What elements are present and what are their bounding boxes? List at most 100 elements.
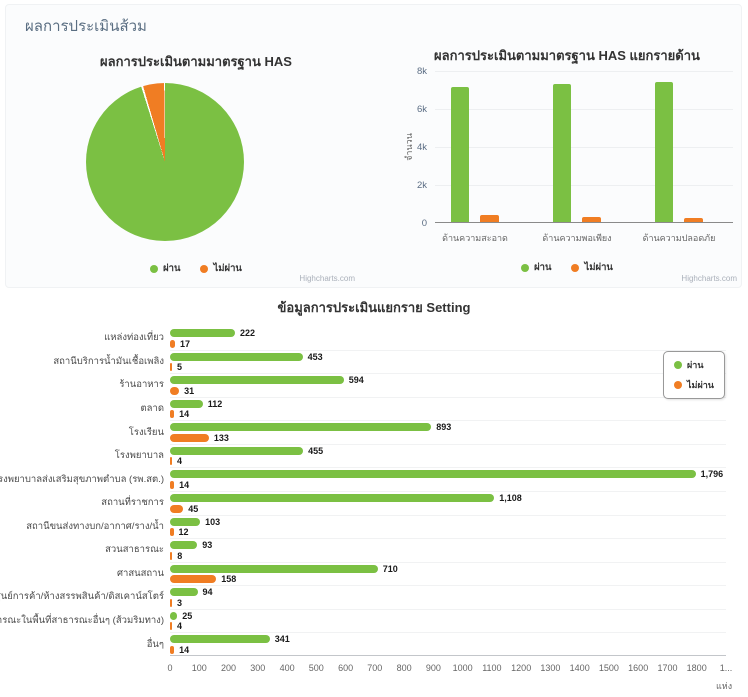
bar-pass[interactable] xyxy=(170,564,378,573)
bar-pass[interactable] xyxy=(170,352,303,361)
x-axis-category-label: ด้านความปลอดภัย xyxy=(642,233,716,243)
pie-chart: ผลการประเมินตามมาตรฐาน HAS ผ่าน ไม่ผ่าน H… xyxy=(31,39,361,285)
setting-legend: ผ่านไม่ผ่าน xyxy=(663,351,725,399)
bar-fail[interactable] xyxy=(170,551,173,560)
category-label: ร้านอาหาร xyxy=(119,379,164,391)
gridline xyxy=(170,396,726,398)
column-bar-pass[interactable] xyxy=(553,84,571,222)
column-bar-pass[interactable] xyxy=(655,82,673,222)
bar-pass[interactable] xyxy=(170,376,344,385)
bar-fail[interactable] xyxy=(170,480,175,489)
gridline xyxy=(170,443,726,445)
x-axis-unit-label: แห่ง xyxy=(716,681,733,691)
bar-fail[interactable] xyxy=(170,339,175,348)
highcharts-credit[interactable]: Highcharts.com xyxy=(681,274,737,283)
category-label: ตลาด xyxy=(140,402,165,414)
bar-fail[interactable] xyxy=(170,433,209,442)
bar-value-label: 222 xyxy=(240,328,256,338)
bar-fail[interactable] xyxy=(170,504,184,513)
gridline xyxy=(170,373,726,375)
category-label: สถานที่ราชการ xyxy=(101,497,164,509)
legend-item-pass[interactable]: ผ่าน xyxy=(674,358,714,372)
bar-fail[interactable] xyxy=(170,386,180,395)
bar-pass[interactable] xyxy=(170,611,178,620)
bar-fail[interactable] xyxy=(170,575,217,584)
bar-value-label: 14 xyxy=(179,479,190,490)
bar-fail[interactable] xyxy=(170,528,174,537)
legend-marker-fail-icon xyxy=(200,264,209,273)
column-plot-area: จำนวน 8k 6k 4k 2k 0 ด้านความสะอาด ด้านความพอเพ… xyxy=(404,66,733,243)
bar-pass[interactable] xyxy=(170,423,432,432)
column-legend: ผ่าน ไม่ผ่าน xyxy=(391,260,743,275)
bar-pass[interactable] xyxy=(170,329,235,337)
legend-marker-fail-icon xyxy=(571,263,580,272)
bar-value-label: 45 xyxy=(188,503,199,514)
bar-fail[interactable] xyxy=(170,363,172,372)
bar-value-label: 94 xyxy=(202,587,213,598)
bar-pass[interactable] xyxy=(170,494,495,502)
pie[interactable] xyxy=(86,83,244,241)
bar-value-label: 710 xyxy=(382,563,398,574)
legend-item-fail[interactable]: ไม่ผ่าน xyxy=(571,260,613,275)
gridline xyxy=(435,71,733,72)
category-label: ศูนย์การค้า/ห้างสรรพสินค้า/ดิสเคาน์สโตร์ xyxy=(0,591,164,603)
y-axis-tick-label: 0 xyxy=(421,218,427,229)
bar-fail[interactable] xyxy=(170,622,172,631)
bar-value-label: 103 xyxy=(205,516,221,527)
bar-value-label: 14 xyxy=(179,644,190,655)
category-label: ส้วมสาธารณะในพื้นที่สาธารณะอื่นๆ (ส้วมริ… xyxy=(0,615,164,627)
x-axis-tick-label: 500 xyxy=(308,663,324,673)
gridline xyxy=(170,491,726,492)
bar-pass[interactable] xyxy=(170,588,198,597)
column-chart: ผลการประเมินตามมาตรฐาน HAS แยกรายด้าน จำ… xyxy=(391,33,743,285)
setting-plot-area: 222 17 453 5 594 31 112 14 893 133 455 4 1,796 14 1,10… xyxy=(170,326,726,656)
bar-pass[interactable] xyxy=(170,446,304,455)
x-axis-tick-label: 400 xyxy=(279,663,295,673)
bar-value-label: 4 xyxy=(177,456,183,467)
column-chart-title: ผลการประเมินตามมาตรฐาน HAS แยกรายด้าน xyxy=(434,48,700,63)
x-axis-tick-label: 900 xyxy=(425,663,441,673)
bar-fail[interactable] xyxy=(170,645,175,654)
column-bar-fail[interactable] xyxy=(684,218,703,222)
bar-fail[interactable] xyxy=(170,457,172,466)
legend-item-fail[interactable]: ไม่ผ่าน xyxy=(200,261,242,276)
bar-value-label: 1,796 xyxy=(700,469,724,480)
legend-item-fail[interactable]: ไม่ผ่าน xyxy=(674,378,714,392)
y-axis-tick-label: 2k xyxy=(416,180,427,191)
bar-value-label: 1,108 xyxy=(499,493,522,503)
bar-value-label: 17 xyxy=(180,338,191,349)
legend-label: ไม่ผ่าน xyxy=(584,262,613,273)
bar-pass[interactable] xyxy=(170,541,198,550)
legend-item-pass[interactable]: ผ่าน xyxy=(150,261,180,276)
legend-marker-pass-icon xyxy=(150,264,159,273)
legend-item-pass[interactable]: ผ่าน xyxy=(521,260,551,275)
legend-label: ผ่าน xyxy=(534,262,552,273)
x-axis-tick-label: 200 xyxy=(220,663,237,673)
bar-value-label: 455 xyxy=(308,445,324,456)
category-label: ศาสนสถาน xyxy=(116,567,164,579)
bar-pass[interactable] xyxy=(170,399,203,408)
category-label: สถานีขนส่งทางบก/อากาศ/ราง/น้ำ xyxy=(26,520,164,532)
bar-fail[interactable] xyxy=(170,598,172,607)
bar-value-label: 5 xyxy=(177,362,183,373)
x-axis-tick-label: 1... xyxy=(719,663,733,673)
legend-label: ผ่าน xyxy=(687,360,704,370)
column-bar-fail[interactable] xyxy=(480,215,499,222)
gridline xyxy=(435,109,733,110)
column-bar-pass[interactable] xyxy=(451,86,469,222)
gridline xyxy=(435,185,733,186)
x-axis-tick-label: 100 xyxy=(191,663,207,673)
x-axis-category-label: ด้านความพอเพียง xyxy=(542,233,612,243)
bar-fail[interactable] xyxy=(170,410,175,419)
bar-value-label: 133 xyxy=(213,432,229,443)
column-bar-fail[interactable] xyxy=(582,216,601,222)
bar-pass[interactable] xyxy=(170,470,696,479)
bar-pass[interactable] xyxy=(170,517,201,526)
x-axis-tick-label: 1800 xyxy=(686,663,707,673)
highcharts-credit[interactable]: Highcharts.com xyxy=(299,274,355,283)
x-axis-tick-label: 1700 xyxy=(657,663,678,673)
category-label: อื่นๆ xyxy=(146,638,164,650)
x-axis-category-label: ด้านความสะอาด xyxy=(442,233,508,243)
bar-value-label: 158 xyxy=(221,574,237,585)
bar-pass[interactable] xyxy=(170,635,270,644)
